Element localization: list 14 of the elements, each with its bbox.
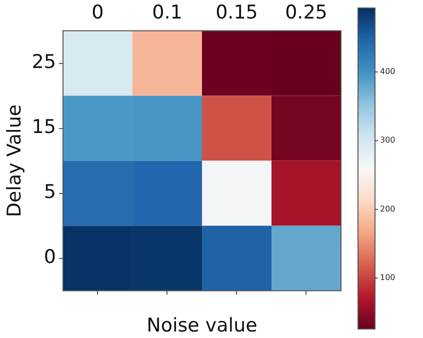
- y-tick-label: 15: [32, 116, 56, 138]
- y-tick-label: 5: [44, 181, 56, 204]
- x-axis-title: Noise value: [146, 314, 258, 337]
- color-bar-label: 100: [380, 273, 396, 282]
- color-bar-label: 200: [380, 204, 396, 214]
- x-tick-label: 0.1: [152, 1, 182, 24]
- x-tick-label: 0: [92, 1, 104, 24]
- color-bar-label: 400: [380, 67, 396, 76]
- y-tick-label: 0: [44, 246, 56, 268]
- color-bar-label: 300: [380, 136, 396, 145]
- x-tick-label: 0.25: [285, 1, 328, 24]
- x-tick-label: 0.15: [216, 1, 258, 24]
- y-axis-title: Delay Value: [3, 104, 26, 218]
- y-tick-label: 25: [32, 51, 56, 74]
